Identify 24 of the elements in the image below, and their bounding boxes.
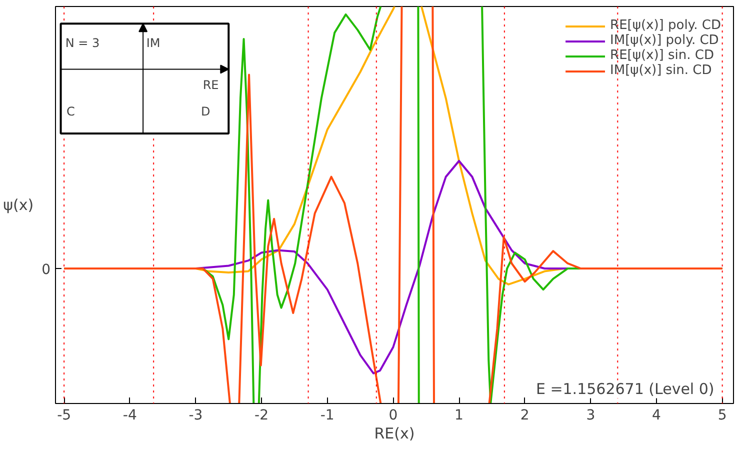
legend-label: IM[ψ(x)] sin. CD (610, 63, 712, 78)
y-axis-title: ψ(x) (3, 196, 34, 214)
x-tick-label: 4 (652, 408, 662, 424)
x-tick-label: 0 (388, 408, 398, 424)
annotation: RE (202, 78, 219, 92)
annotation: C (66, 104, 75, 118)
legend-label: RE[ψ(x)] poly. CD (610, 18, 721, 33)
x-tick-label: -4 (122, 408, 137, 424)
x-tick-label: -5 (57, 408, 72, 424)
x-tick-label: -3 (188, 408, 203, 424)
x-tick-label: 2 (520, 408, 530, 424)
annotation: D (200, 104, 210, 118)
legend-label: IM[ψ(x)] poly. CD (610, 33, 719, 48)
x-tick-label: 5 (718, 408, 727, 424)
x-tick-label: 3 (586, 408, 596, 424)
x-axis-title: RE(x) (374, 424, 415, 442)
legend-label: RE[ψ(x)] sin. CD (610, 48, 714, 63)
x-tick-label: -1 (320, 408, 334, 424)
text: 0 (42, 262, 51, 278)
annotation: IM (146, 36, 160, 50)
x-tick-label: 1 (454, 408, 464, 424)
annotation: E =1.1562671 (Level 0) (536, 380, 714, 398)
x-tick-label: -2 (254, 408, 269, 424)
annotation: N = 3 (65, 36, 100, 50)
